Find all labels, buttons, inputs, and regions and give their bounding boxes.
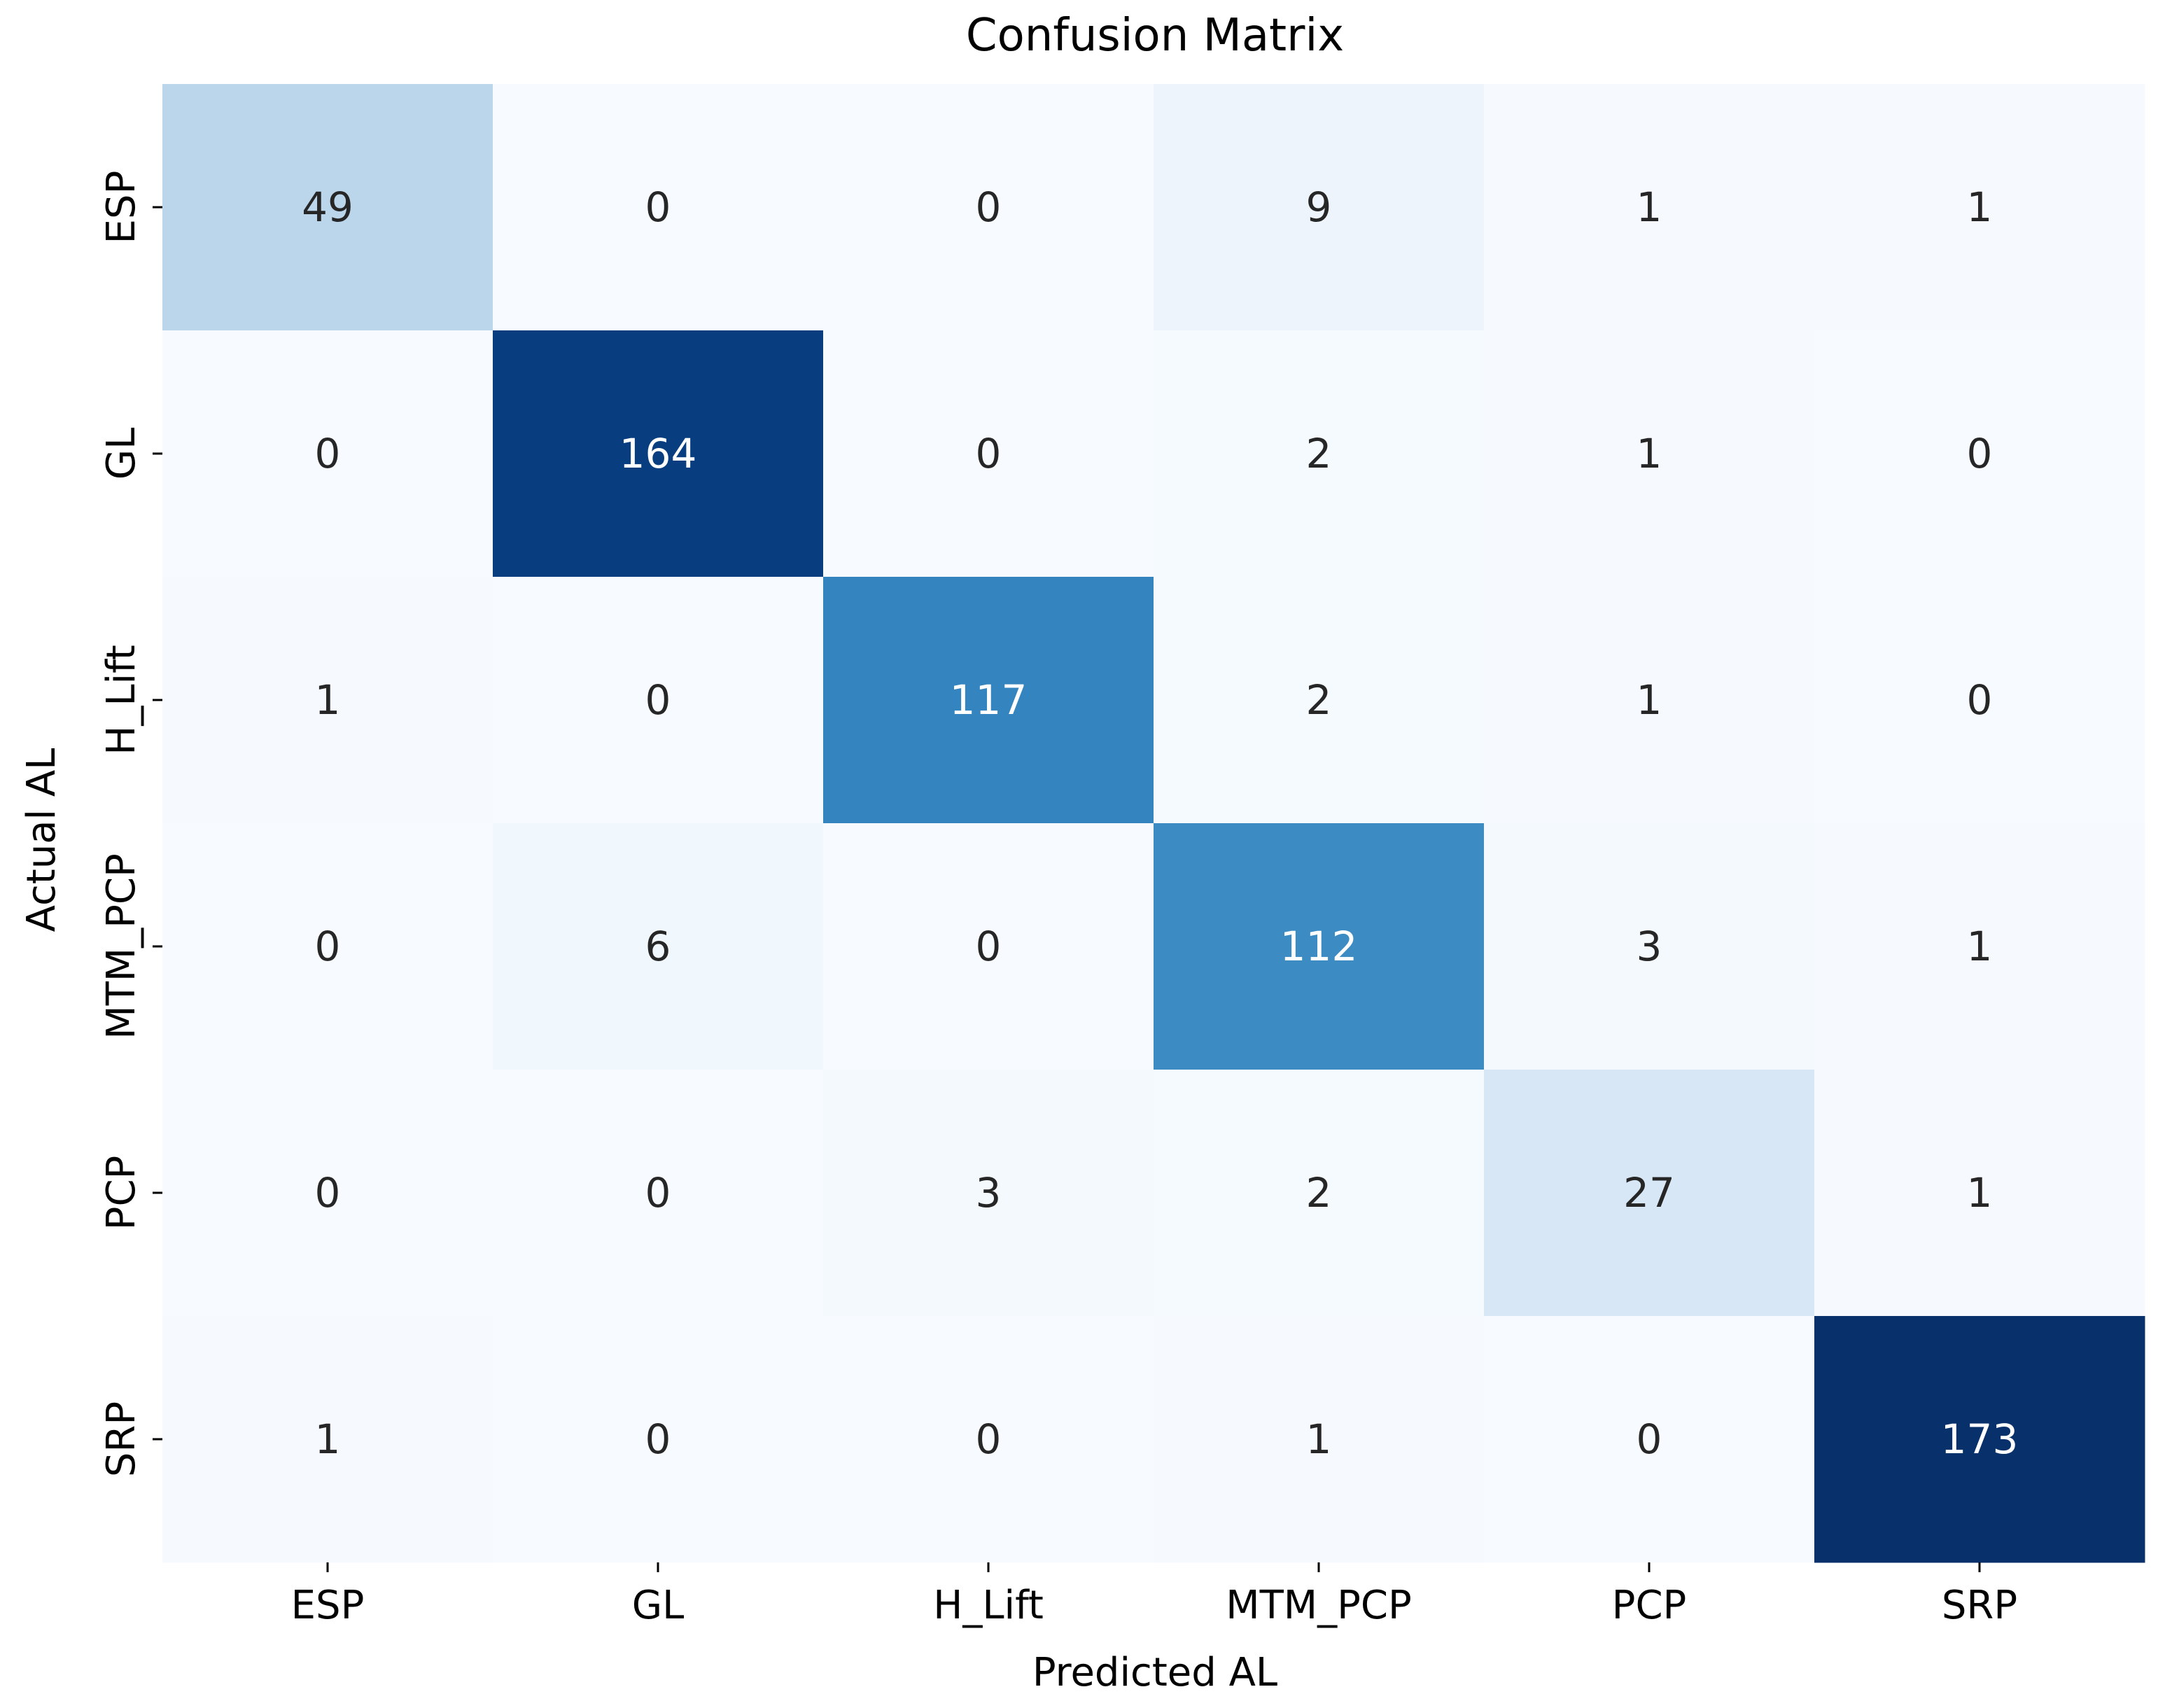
cell-value-label: 2 bbox=[1306, 1169, 1332, 1217]
y-tick-label: GL bbox=[99, 428, 144, 480]
x-axis-label: Predicted AL bbox=[1032, 1650, 1277, 1695]
cell-value-label: 1 bbox=[1967, 923, 1993, 970]
heatmap-cell-SRP-H_Lift bbox=[823, 1316, 1154, 1563]
chart-title: Confusion Matrix bbox=[966, 10, 1344, 62]
heatmap-cell-MTM_PCP-PCP bbox=[1484, 823, 1815, 1070]
heatmap-cell-SRP-GL bbox=[493, 1316, 824, 1563]
cell-value-label: 0 bbox=[1637, 1415, 1662, 1463]
heatmap-cell-GL-PCP bbox=[1484, 330, 1815, 578]
heatmap-cells: 49 0 0 9 1 1 0 164 0 2 1 0 1 0 117 2 1 0 0 6 0 112 3 1 0 0 3 2 27 1 1 0… bbox=[162, 84, 2145, 1563]
heatmap-cell-SRP-SRP bbox=[1814, 1316, 2145, 1563]
y-tick-label: SRP bbox=[99, 1401, 144, 1477]
heatmap-cell-GL-SRP bbox=[1814, 330, 2145, 578]
heatmap-cell-PCP-H_Lift bbox=[823, 1070, 1154, 1317]
cell-value-label: 1 bbox=[1967, 1169, 1993, 1217]
heatmap-cell-ESP-MTM_PCP bbox=[1154, 84, 1485, 331]
heatmap-cell-H_Lift-GL bbox=[493, 577, 824, 824]
heatmap-cell-GL-MTM_PCP bbox=[1154, 330, 1485, 578]
cell-value-label: 1 bbox=[1637, 676, 1662, 724]
cell-value-label: 117 bbox=[950, 676, 1028, 724]
heatmap-cell-PCP-PCP bbox=[1484, 1070, 1815, 1317]
heatmap-cell-PCP-GL bbox=[493, 1070, 824, 1317]
y-tick-label: PCP bbox=[99, 1156, 144, 1231]
cell-value-label: 1 bbox=[1637, 183, 1662, 231]
x-tick-label: ESP bbox=[291, 1583, 365, 1628]
heatmap-cell-H_Lift-H_Lift bbox=[823, 577, 1154, 824]
heatmap-cell-H_Lift-MTM_PCP bbox=[1154, 577, 1485, 824]
x-tick-label: H_Lift bbox=[933, 1583, 1044, 1628]
cell-value-label: 112 bbox=[1280, 923, 1358, 970]
cell-value-label: 0 bbox=[1967, 676, 1993, 724]
cell-value-label: 1 bbox=[315, 1415, 341, 1463]
cell-value-label: 27 bbox=[1623, 1169, 1675, 1217]
cell-value-label: 2 bbox=[1306, 676, 1332, 724]
heatmap-cell-GL-GL bbox=[493, 330, 824, 578]
cell-value-label: 0 bbox=[645, 1169, 671, 1217]
x-tick-label: MTM_PCP bbox=[1226, 1583, 1411, 1628]
cell-value-label: 2 bbox=[1306, 430, 1332, 477]
heatmap-cell-ESP-PCP bbox=[1484, 84, 1815, 331]
heatmap-cell-H_Lift-SRP bbox=[1814, 577, 2145, 824]
y-axis-label: Actual AL bbox=[19, 748, 64, 932]
x-tick-label: PCP bbox=[1612, 1583, 1687, 1628]
x-tick-label: SRP bbox=[1942, 1583, 2017, 1628]
heatmap-cell-GL-H_Lift bbox=[823, 330, 1154, 578]
cell-value-label: 0 bbox=[315, 430, 341, 477]
cell-value-label: 1 bbox=[1637, 430, 1662, 477]
heatmap-cell-MTM_PCP-SRP bbox=[1814, 823, 2145, 1070]
cell-value-label: 0 bbox=[976, 430, 1002, 477]
cell-value-label: 0 bbox=[976, 923, 1002, 970]
heatmap-cell-SRP-ESP bbox=[162, 1316, 493, 1563]
cell-value-label: 164 bbox=[619, 430, 697, 477]
heatmap-cell-H_Lift-PCP bbox=[1484, 577, 1815, 824]
cell-value-label: 0 bbox=[645, 676, 671, 724]
cell-value-label: 3 bbox=[1637, 923, 1662, 970]
y-tick-label: MTM_PCP bbox=[99, 853, 144, 1039]
cell-value-label: 0 bbox=[315, 1169, 341, 1217]
heatmap-cell-GL-ESP bbox=[162, 330, 493, 578]
heatmap-cell-MTM_PCP-ESP bbox=[162, 823, 493, 1070]
cell-value-label: 1 bbox=[1306, 1415, 1332, 1463]
heatmap-cell-H_Lift-ESP bbox=[162, 577, 493, 824]
heatmap-cell-MTM_PCP-GL bbox=[493, 823, 824, 1070]
cell-value-label: 1 bbox=[1967, 183, 1993, 231]
cell-value-label: 1 bbox=[315, 676, 341, 724]
cell-value-label: 0 bbox=[976, 183, 1002, 231]
cell-value-label: 0 bbox=[645, 183, 671, 231]
heatmap-cell-ESP-ESP bbox=[162, 84, 493, 331]
heatmap-cell-MTM_PCP-MTM_PCP bbox=[1154, 823, 1485, 1070]
cell-value-label: 6 bbox=[645, 923, 671, 970]
heatmap-cell-SRP-MTM_PCP bbox=[1154, 1316, 1485, 1563]
y-axis-ticks: ESP GL H_Lift MTM_PCP PCP SRP bbox=[99, 171, 162, 1477]
x-axis-ticks: ESP GL H_Lift MTM_PCP PCP SRP bbox=[291, 1562, 2017, 1628]
cell-value-label: 3 bbox=[976, 1169, 1002, 1217]
heatmap-cell-ESP-GL bbox=[493, 84, 824, 331]
cell-value-label: 0 bbox=[645, 1415, 671, 1463]
heatmap-cell-PCP-ESP bbox=[162, 1070, 493, 1317]
heatmap-cell-MTM_PCP-H_Lift bbox=[823, 823, 1154, 1070]
y-tick-label: ESP bbox=[99, 171, 144, 244]
cell-value-label: 0 bbox=[315, 923, 341, 970]
heatmap-cell-PCP-SRP bbox=[1814, 1070, 2145, 1317]
cell-value-label: 0 bbox=[976, 1415, 1002, 1463]
cell-value-label: 0 bbox=[1967, 430, 1993, 477]
heatmap-cell-ESP-SRP bbox=[1814, 84, 2145, 331]
heatmap-cell-PCP-MTM_PCP bbox=[1154, 1070, 1485, 1317]
heatmap-cell-SRP-PCP bbox=[1484, 1316, 1815, 1563]
cell-value-label: 173 bbox=[1941, 1415, 2019, 1463]
x-tick-label: GL bbox=[632, 1583, 685, 1628]
cell-value-label: 9 bbox=[1306, 183, 1332, 231]
y-tick-label: H_Lift bbox=[99, 645, 144, 755]
heatmap-cell-ESP-H_Lift bbox=[823, 84, 1154, 331]
cell-value-label: 49 bbox=[302, 183, 353, 231]
